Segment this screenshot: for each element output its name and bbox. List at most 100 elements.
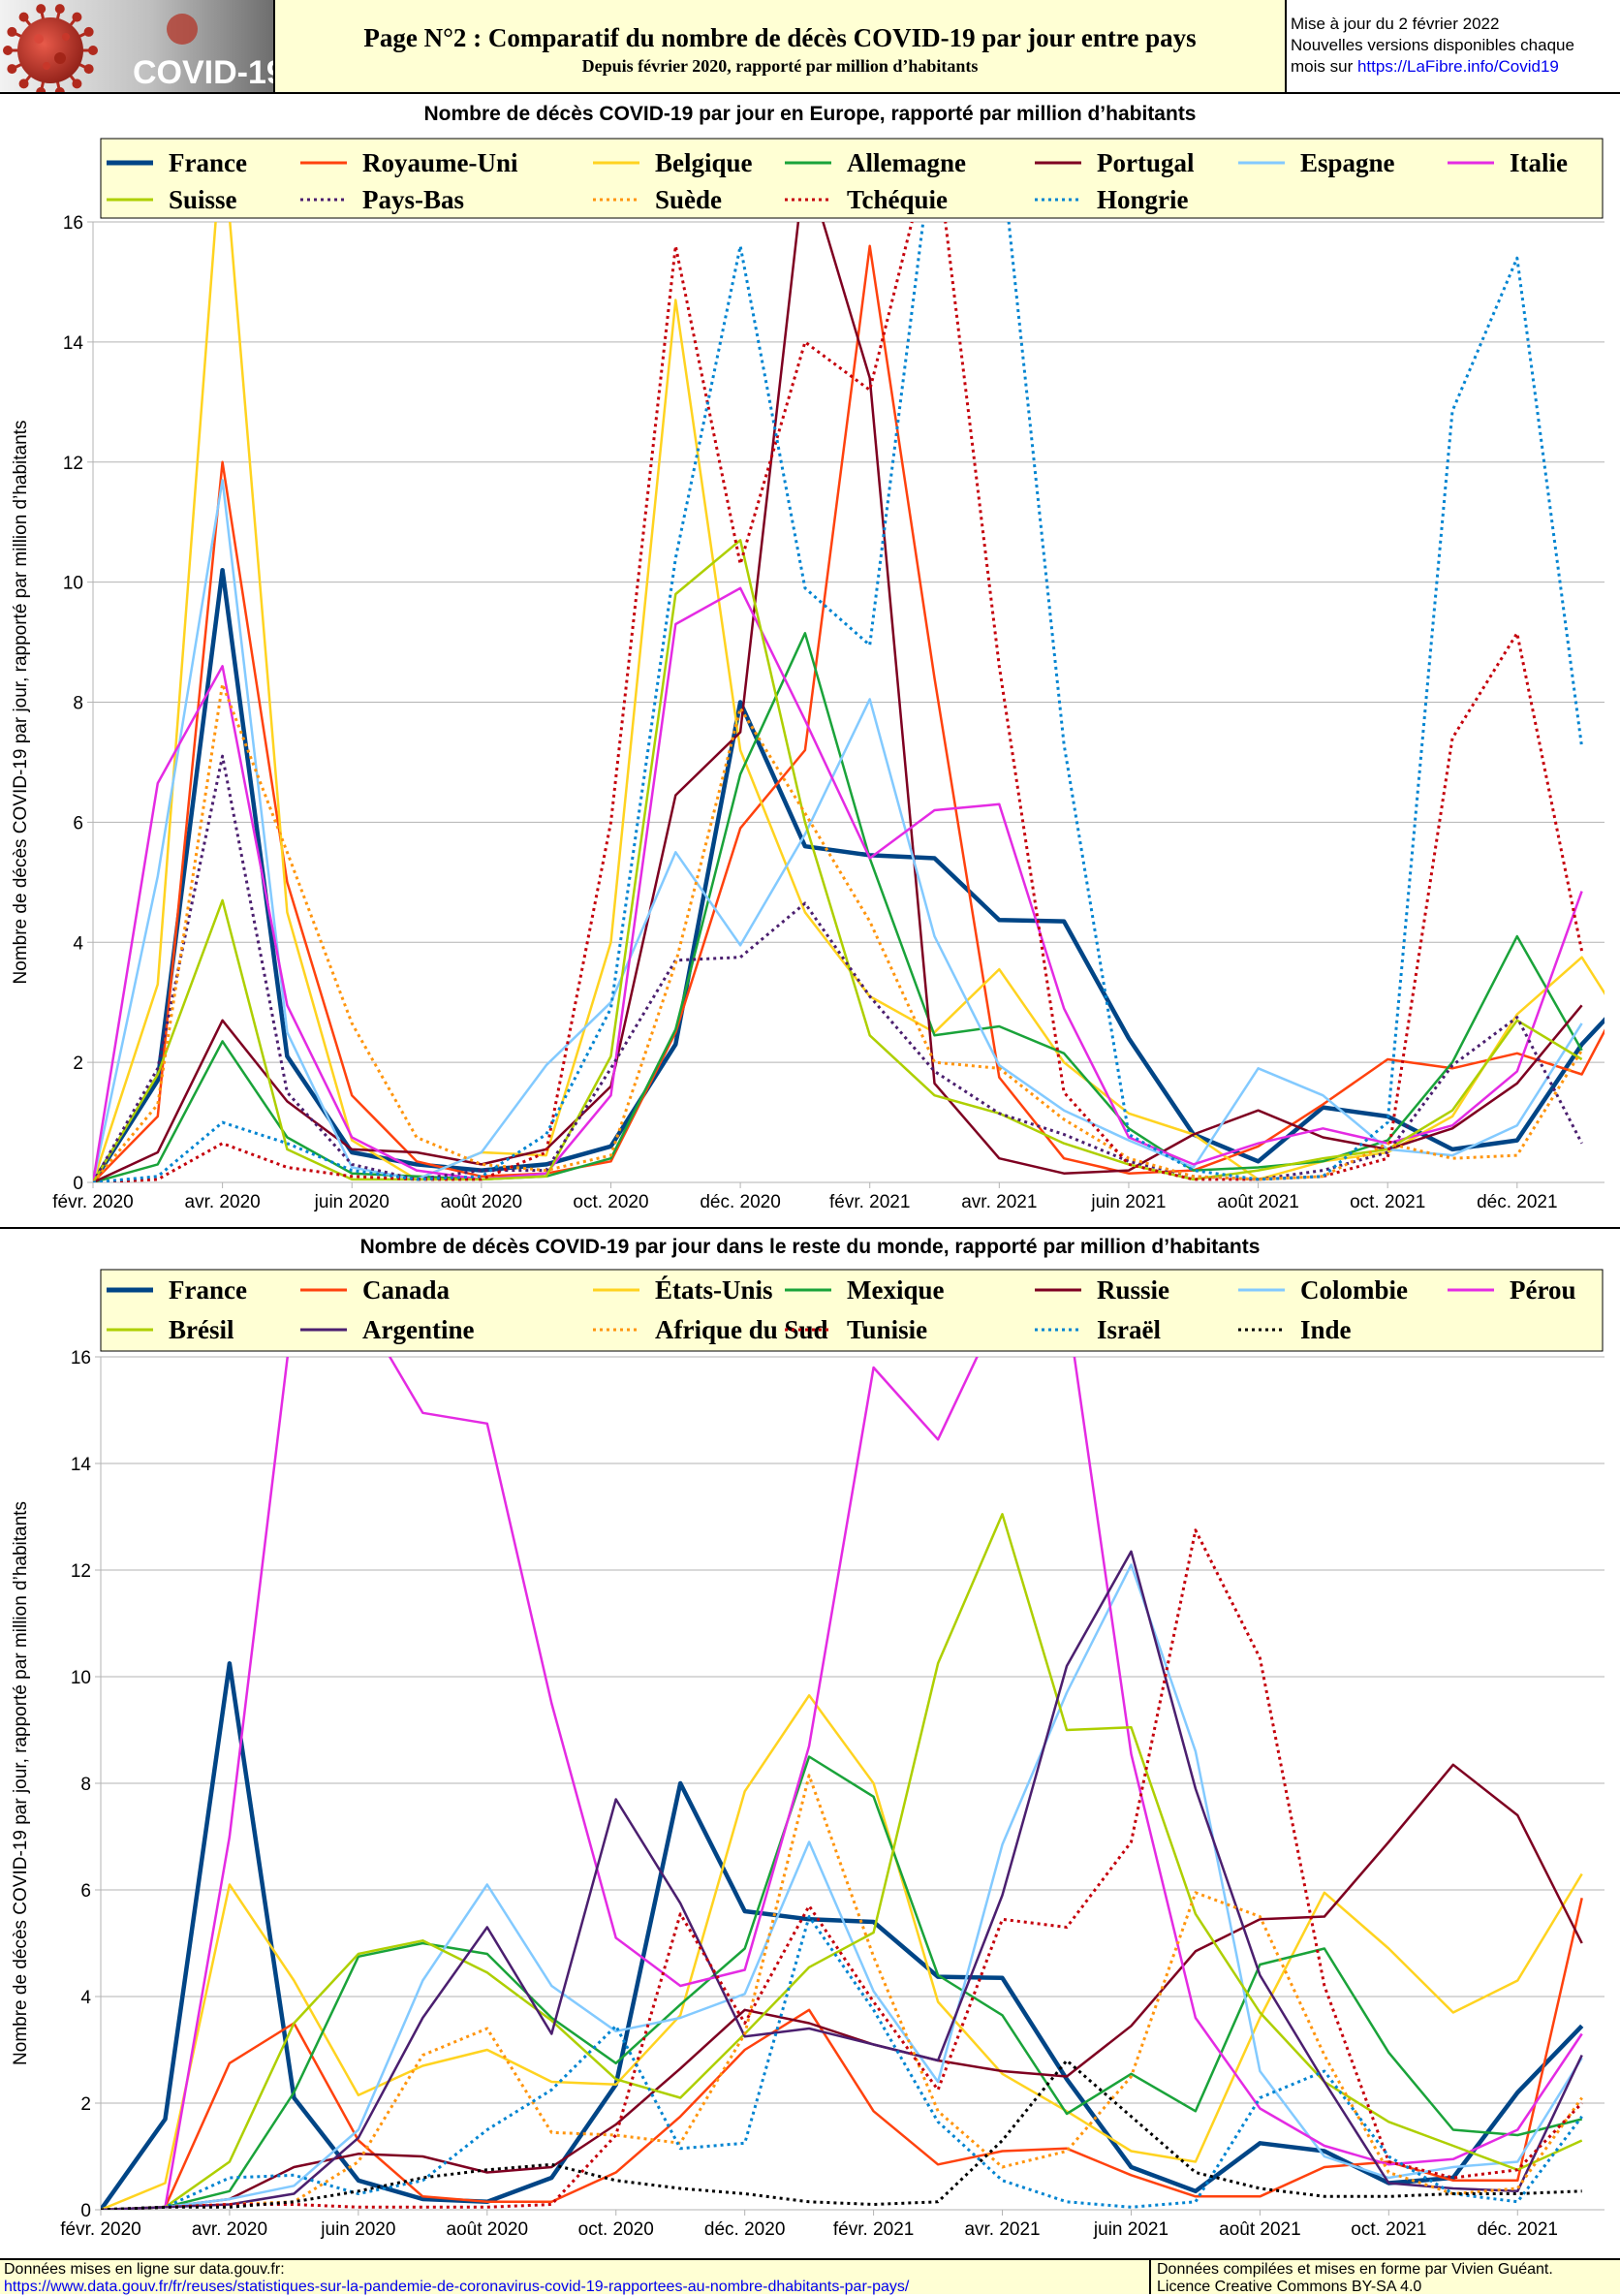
y-tick-label: 6 [73,813,83,833]
series-line-hongrie [93,222,1584,1182]
y-tick-label: 4 [80,1988,91,2008]
series-line-perou [101,1357,1583,2210]
chart-2: Nombre de décès COVID-19 par jour dans l… [0,1227,1620,2240]
legend-label-suisse: Suisse [169,185,237,214]
legend-label-bresil: Brésil [169,1315,234,1344]
legend-label-tunisie: Tunisie [847,1315,927,1344]
x-tick-label: déc. 2021 [1478,2219,1558,2240]
footer-source-link[interactable]: https://www.data.gouv.fr/fr/reuses/stati… [4,2279,910,2295]
y-tick-label: 0 [73,1174,83,1194]
series-line-canada [101,1898,1583,2210]
legend-box [100,1269,1604,1352]
series-line-espagne [93,479,1583,1182]
legend-label-italie: Italie [1510,148,1568,177]
x-tick-label: déc. 2021 [1477,1192,1557,1212]
chart-title: Nombre de décès COVID-19 par jour dans l… [360,1236,1261,1258]
logo-text: COVID-19 [133,54,273,91]
x-tick-label: avr. 2021 [964,2219,1040,2240]
update-link-line: mois sur https://LaFibre.info/Covid19 [1291,56,1620,78]
x-tick-label: août 2021 [1219,2219,1301,2240]
legend-label-tchequie: Tchéquie [847,185,948,214]
update-info: Mise à jour du 2 février 2022 Nouvelles … [1291,14,1620,78]
x-tick-label: févr. 2021 [829,1192,910,1212]
legend-label-israel: Israël [1097,1315,1161,1344]
x-tick-label: oct. 2021 [1351,2219,1426,2240]
legend-label-etats-unis: États-Unis [655,1275,773,1305]
y-tick-label: 2 [80,2094,91,2115]
x-tick-label: août 2020 [447,2219,529,2240]
x-tick-label: oct. 2021 [1350,1192,1425,1212]
x-tick-label: oct. 2020 [578,2219,654,2240]
series-line-suisse [93,539,1583,1182]
footer-source: Données mises en ligne sur data.gouv.fr:… [4,2261,1147,2296]
x-tick-label: août 2021 [1217,1192,1299,1212]
update-link[interactable]: https://LaFibre.info/Covid19 [1356,57,1559,76]
x-tick-label: déc. 2020 [700,1192,780,1212]
x-tick-label: juin 2021 [1090,1192,1166,1212]
y-tick-label: 6 [80,1881,91,1902]
chart-legend: France Royaume-Uni Belgique Allemagne Portug… [100,138,1604,219]
x-tick-label: févr. 2021 [833,2219,914,2240]
series-group [93,222,1604,1182]
x-tick-label: déc. 2020 [704,2219,785,2240]
legend-label-canada: Canada [362,1275,451,1305]
series-line-mexique [101,1755,1583,2210]
page-footer: Données mises en ligne sur data.gouv.fr:… [0,2258,1620,2296]
legend-label-france: France [169,1275,247,1305]
x-tick-label: avr. 2020 [192,2219,267,2240]
y-axis-label: Nombre de décès COVID-19 par jour, rappo… [11,421,31,985]
y-tick-label: 8 [80,1775,91,1795]
series-line-france [101,1661,1584,2210]
y-axis-label: Nombre de décès COVID-19 par jour, rappo… [11,1501,31,2065]
y-tick-label: 16 [63,213,83,234]
legend-label-allemagne: Allemagne [847,148,966,177]
x-tick-label: juin 2020 [320,2219,395,2240]
legend-label-mexique: Mexique [847,1275,945,1305]
series-line-suede [93,682,1583,1182]
y-tick-label: 14 [71,1455,92,1475]
y-tick-label: 4 [73,933,83,954]
series-line-tchequie [93,222,1584,1182]
legend-label-france: France [169,148,247,177]
series-line-bresil [101,1513,1583,2210]
page-title: Page N°2 : Comparatif du nombre de décès… [363,23,1197,52]
legend-label-russie: Russie [1097,1275,1169,1305]
legend-label-portugal: Portugal [1097,148,1195,177]
footer-author: Données compilées et mises en forme par … [1157,2261,1553,2278]
chart-title: Nombre de décès COVID-19 par jour en Eur… [424,103,1197,125]
legend-label-afrique-du-sud: Afrique du Sud [655,1315,828,1344]
page-subtitle: Depuis février 2020, rapporté par millio… [581,56,979,76]
legend-label-inde: Inde [1300,1315,1352,1344]
chart-legend: France Canada États-Unis Mexique Russie Colom… [100,1269,1604,1352]
title-box: Page N°2 : Comparatif du nombre de décès… [273,0,1287,92]
series-line-israel [101,1915,1583,2210]
y-tick-label: 0 [80,2201,91,2221]
legend-label-perou: Pérou [1510,1275,1576,1305]
virus-icon: COVID-19 [0,0,273,92]
x-tick-label: juin 2021 [1093,2219,1168,2240]
x-tick-label: oct. 2020 [573,1192,648,1212]
series-line-pays-bas [93,754,1583,1182]
y-tick-label: 12 [63,454,83,474]
chart-1: Nombre de décès COVID-19 par jour en Eur… [11,103,1604,1212]
covid-logo: COVID-19 [0,0,273,92]
y-tick-label: 16 [71,1348,91,1368]
legend-label-belgique: Belgique [655,148,753,177]
charts-area: Nombre de décès COVID-19 par jour en Eur… [0,103,1620,2240]
legend-box [100,138,1604,219]
x-tick-label: juin 2020 [314,1192,389,1212]
legend-label-suede: Suède [655,185,722,214]
update-note: Nouvelles versions disponibles chaque [1291,36,1574,54]
update-link-prefix: mois sur [1291,57,1354,76]
series-line-etats-unis [101,1694,1583,2210]
series-line-portugal [93,222,1583,1182]
legend-label-hongrie: Hongrie [1097,185,1189,214]
series-line-tunisie [101,1528,1583,2210]
footer-license: Licence Creative Commons BY-SA 4.0 [1157,2279,1422,2295]
footer-source-label: Données mises en ligne sur data.gouv.fr: [4,2261,285,2278]
y-tick-label: 8 [73,694,83,714]
legend-label-espagne: Espagne [1300,148,1395,177]
series-line-belgique [93,222,1604,1182]
y-tick-label: 12 [71,1561,91,1582]
page-header: COVID-19 Page N°2 : Comparatif du nombre… [0,0,1620,94]
